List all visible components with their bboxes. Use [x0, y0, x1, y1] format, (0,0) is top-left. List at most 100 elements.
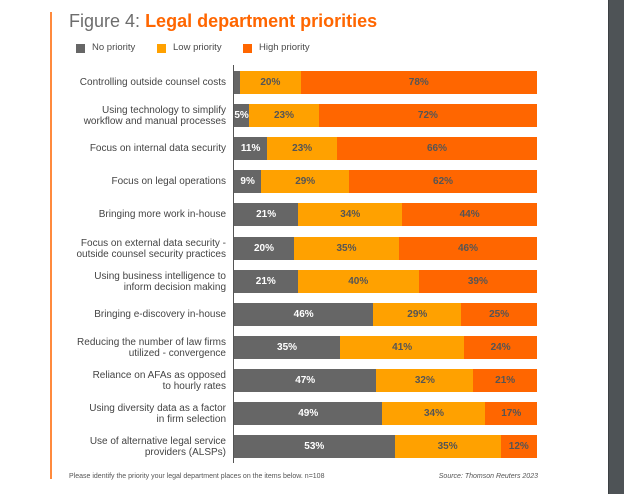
- bar-segment-none-priority: 35%: [234, 336, 341, 359]
- category-label: Focus on external data security - outside…: [26, 237, 226, 260]
- category-label-line: Bringing e-discovery in-house: [94, 309, 226, 320]
- bar-segment-none-priority: 20%: [234, 237, 294, 260]
- category-label-line: outside counsel security practices: [76, 248, 226, 260]
- bar-segment-low-priority: 34%: [382, 402, 486, 425]
- category-label: Using business intelligence to inform dec…: [26, 270, 226, 293]
- data-label: 46%: [457, 243, 478, 254]
- category-label-line: Using business intelligence to: [94, 270, 226, 282]
- data-label: 35%: [336, 243, 357, 254]
- figure-title-text: Legal department priorities: [145, 11, 378, 31]
- bar-segment-none-priority: 21%: [234, 203, 299, 226]
- category-label-line: to hourly rates: [162, 380, 226, 392]
- stacked-bar: 21% 34% 44%: [234, 203, 537, 226]
- category-label-line: in firm selection: [156, 413, 226, 425]
- data-label: 11%: [240, 143, 261, 154]
- stacked-bar: 20% 35% 46%: [234, 237, 537, 260]
- category-label: Using technology to simplify workflow and…: [26, 104, 226, 127]
- legend-swatch-low-priority: [157, 44, 166, 53]
- bar-segment-low-priority: 32%: [376, 369, 474, 392]
- bar-segment-low-priority: 35%: [294, 237, 399, 260]
- data-label: 44%: [459, 209, 480, 220]
- category-label-line: Using technology to simplify: [102, 104, 226, 116]
- data-label: 21%: [256, 209, 277, 220]
- category-label-line: Focus on internal data security: [89, 143, 226, 154]
- data-label: 53%: [304, 441, 325, 452]
- stacked-bar: 53% 35% 12%: [234, 435, 537, 458]
- bar-segment-none-priority: 11%: [234, 137, 268, 160]
- bar-segment-low-priority: 20%: [240, 71, 301, 94]
- data-label: 29%: [407, 309, 428, 320]
- bar-segment-high-priority: 24%: [464, 336, 537, 359]
- legend-swatch-high-priority: [243, 44, 252, 53]
- data-label: 40%: [348, 276, 369, 287]
- data-label: 32%: [414, 375, 435, 386]
- data-label: 23%: [292, 143, 313, 154]
- data-label: 34%: [423, 408, 444, 419]
- data-label: 12%: [508, 441, 529, 452]
- data-label: 62%: [433, 176, 454, 187]
- category-label: Focus on legal operations: [26, 170, 226, 193]
- category-label-line: providers (ALSPs): [144, 446, 226, 458]
- category-label-line: Reliance on AFAs as opposed: [92, 369, 226, 381]
- bar-segment-low-priority: 23%: [249, 104, 319, 127]
- category-label: Use of alternative legal service provider…: [26, 435, 226, 458]
- data-label: 35%: [277, 342, 298, 353]
- data-label: 17%: [501, 408, 522, 419]
- data-label: 29%: [295, 176, 316, 187]
- bar-segment-high-priority: 78%: [300, 71, 537, 94]
- data-label: 72%: [417, 110, 438, 121]
- figure-title: Figure 4: Legal department priorities: [69, 9, 377, 33]
- data-label: 39%: [467, 276, 488, 287]
- bar-segment-high-priority: 25%: [461, 303, 537, 326]
- category-label: Reducing the number of law firms utilized…: [26, 336, 226, 359]
- legend-label: Low priority: [173, 42, 222, 53]
- data-label: 21%: [495, 375, 516, 386]
- bar-segment-none-priority: 47%: [234, 369, 377, 392]
- bar-segment-none-priority: 53%: [234, 435, 395, 458]
- category-axis-line: [233, 65, 234, 463]
- data-label: 20%: [253, 243, 274, 254]
- legend-label: High priority: [259, 42, 310, 53]
- bar-segment-high-priority: 46%: [399, 237, 537, 260]
- bar-segment-high-priority: 21%: [473, 369, 537, 392]
- data-label: 24%: [490, 342, 511, 353]
- accent-line: [50, 12, 52, 479]
- category-label: Reliance on AFAs as opposed to hourly rat…: [26, 369, 226, 392]
- bar-segment-low-priority: 23%: [267, 137, 338, 160]
- category-label: Focus on internal data security: [26, 137, 226, 160]
- data-label: 34%: [340, 209, 361, 220]
- data-label: 49%: [298, 408, 319, 419]
- bar-segment-none-priority: 9%: [234, 170, 262, 193]
- category-label-line: Controlling outside counsel costs: [79, 77, 226, 88]
- bar-segment-none-priority: 21%: [234, 270, 298, 293]
- source-note: Source: Thomson Reuters 2023: [438, 473, 538, 480]
- bar-segment-none-priority: [234, 71, 241, 94]
- bar-segment-low-priority: 40%: [297, 270, 419, 293]
- data-label: 78%: [408, 77, 429, 88]
- data-label: 66%: [426, 143, 447, 154]
- data-label: 5%: [234, 110, 249, 121]
- data-label: 35%: [437, 441, 458, 452]
- category-label-line: Bringing more work in-house: [98, 209, 226, 220]
- data-label: 9%: [240, 176, 255, 187]
- legend-label: No priority: [92, 42, 136, 53]
- bar-segment-low-priority: 35%: [394, 435, 501, 458]
- category-label: Bringing more work in-house: [26, 203, 226, 226]
- bar-segment-high-priority: 62%: [349, 170, 537, 193]
- data-label: 46%: [293, 309, 314, 320]
- figure-number: Figure 4:: [69, 11, 141, 31]
- category-label-line: utilized - convergence: [128, 347, 226, 359]
- bar-segment-low-priority: 29%: [373, 303, 462, 326]
- window-edge-strip: [608, 0, 624, 494]
- category-label: Using diversity data as a factor in firm …: [26, 402, 226, 425]
- stacked-bar: 49% 34% 17%: [234, 402, 537, 425]
- category-label: Bringing e-discovery in-house: [26, 303, 226, 326]
- category-label-line: Using diversity data as a factor: [89, 402, 226, 414]
- footnote: Please identify the priority your legal …: [69, 473, 325, 480]
- bar-segment-none-priority: 49%: [234, 402, 383, 425]
- bar-segment-none-priority: 46%: [234, 303, 374, 326]
- stacked-bar: 47% 32% 21%: [234, 369, 537, 392]
- data-label: 23%: [273, 110, 294, 121]
- category-label-line: Focus on legal operations: [111, 176, 226, 187]
- category-label-line: Focus on external data security -: [80, 237, 226, 249]
